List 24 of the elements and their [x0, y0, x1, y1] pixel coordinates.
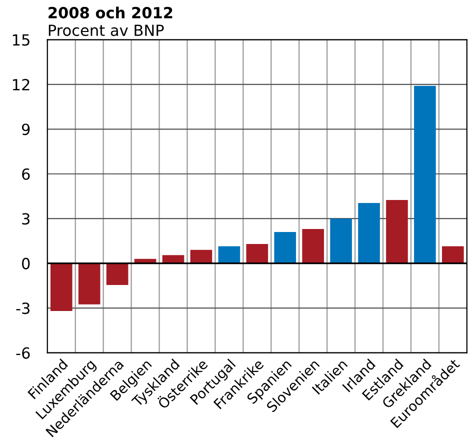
bar: [386, 200, 408, 264]
bar: [274, 232, 296, 264]
bar: [162, 255, 184, 264]
bar: [330, 218, 352, 264]
y-tick-label: 12: [12, 78, 30, 90]
y-tick-label: 0: [22, 258, 30, 270]
bar: [442, 246, 464, 264]
bar: [106, 263, 128, 285]
y-tick-label: 6: [22, 168, 30, 180]
chart-title: 2008 och 2012: [48, 6, 172, 18]
bar: [190, 250, 212, 264]
bar: [246, 244, 268, 264]
bar: [414, 86, 436, 264]
y-tick-label: 3: [22, 213, 30, 225]
y-tick-label: 15: [12, 34, 30, 46]
chart-subtitle: Procent av BNP: [48, 24, 164, 36]
bar: [50, 263, 72, 312]
bar: [78, 263, 100, 304]
bar: [218, 246, 240, 264]
bar: [302, 229, 324, 264]
y-tick-label: 9: [22, 124, 30, 136]
bar: [358, 202, 380, 264]
y-tick-label: -3: [16, 302, 30, 314]
y-tick-label: -6: [16, 347, 30, 359]
